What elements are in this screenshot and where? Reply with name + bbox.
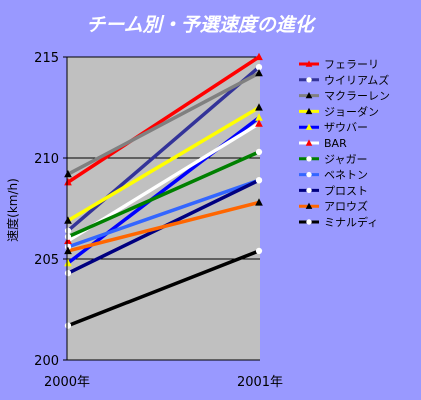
x-tick-label: 2001年 [237,375,283,390]
legend-label: フェラーリ [324,58,379,71]
legend-marker [306,219,312,225]
data-point [255,63,263,71]
data-point [64,236,72,244]
chart-title: チーム別・予選速度の進化 [86,14,316,36]
series-line [66,178,261,249]
legend-marker [305,92,313,99]
series-line [66,55,261,184]
data-point [255,68,263,77]
data-point [255,113,263,121]
series-markers [64,52,263,329]
legend-marker [306,156,312,162]
data-point [64,178,72,186]
y-tick-label: 205 [34,253,59,268]
data-point [255,177,263,184]
data-point [64,322,72,329]
series-line [66,200,261,253]
series-line [66,150,261,239]
y-tick-label: 210 [34,152,59,167]
legend-label: BAR [324,137,347,150]
plot-area [67,57,260,360]
legend-marker [305,139,313,146]
legend-marker [306,187,312,194]
legend-label: ウイリアムズ [324,73,389,87]
legend-label: プロスト [324,184,368,197]
data-point [255,247,263,255]
data-point [64,269,72,277]
legend-label: ジャガー [324,153,367,166]
data-point [64,246,72,255]
data-point [255,103,263,111]
x-tick-label: 2000年 [44,375,90,390]
data-point [64,233,72,240]
series-line [66,105,261,223]
legend-marker [305,202,313,209]
legend-marker [305,123,313,130]
legend-label: アロウズ [324,199,368,213]
axes: 200 205 210 215 2000年 2001年 [34,51,283,390]
legend-label: マクラーレン [324,90,390,103]
legend-marker [306,171,312,178]
series-line [66,71,261,176]
legend-label: ベネトン [324,169,368,182]
legend-label: ミナルディ [324,215,378,229]
data-point [64,169,72,178]
series-line [66,249,261,328]
data-point [255,52,263,61]
data-point [64,258,72,267]
y-tick-label: 200 [34,354,59,369]
legend-marker [305,60,313,67]
y-tick-label: 215 [34,51,59,66]
legend-marker [306,77,312,83]
legend-marker [305,107,313,115]
data-point [255,198,263,206]
legend-label: ジョーダン [324,104,379,118]
legend-label: ザウバー [324,121,368,134]
data-point [255,148,263,156]
data-point [64,227,72,234]
data-point [255,119,263,127]
y-axis-title: 速度(km/h) [5,178,20,242]
data-point [64,216,72,224]
series-lines [66,55,261,328]
